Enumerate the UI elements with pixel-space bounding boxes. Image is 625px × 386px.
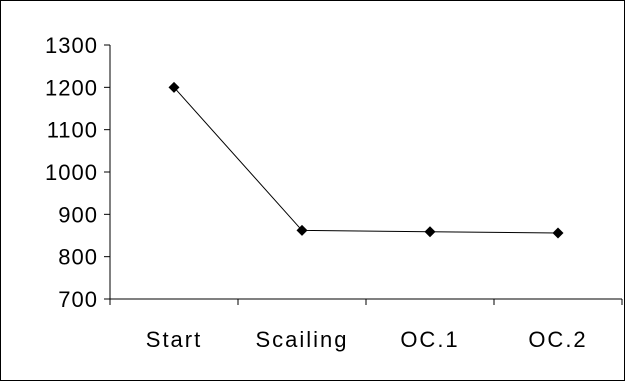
data-point-marker xyxy=(168,81,180,93)
y-tick-label: 1300 xyxy=(45,33,98,58)
series-line xyxy=(173,86,559,234)
x-tick-label: Start xyxy=(146,327,202,352)
y-tick-label: 1100 xyxy=(47,118,98,143)
y-axis: 700 800 900 1000 1100 1200 1300 xyxy=(45,33,111,312)
x-tick-label: OC.2 xyxy=(528,327,587,352)
y-tick-label: 900 xyxy=(58,202,98,227)
data-point-marker xyxy=(552,227,564,239)
x-tick-label: OC.1 xyxy=(400,327,459,352)
x-tick-label: Scailing xyxy=(255,327,348,352)
data-point-marker xyxy=(424,226,436,238)
y-tick-label: 1000 xyxy=(45,160,98,185)
y-tick-label: 1200 xyxy=(45,75,98,100)
data-point-marker xyxy=(296,224,308,236)
y-tick-label: 800 xyxy=(58,245,98,270)
series-group xyxy=(168,81,564,239)
x-axis: Start Scailing OC.1 OC.2 xyxy=(109,298,623,352)
y-tick-label: 700 xyxy=(58,287,98,312)
